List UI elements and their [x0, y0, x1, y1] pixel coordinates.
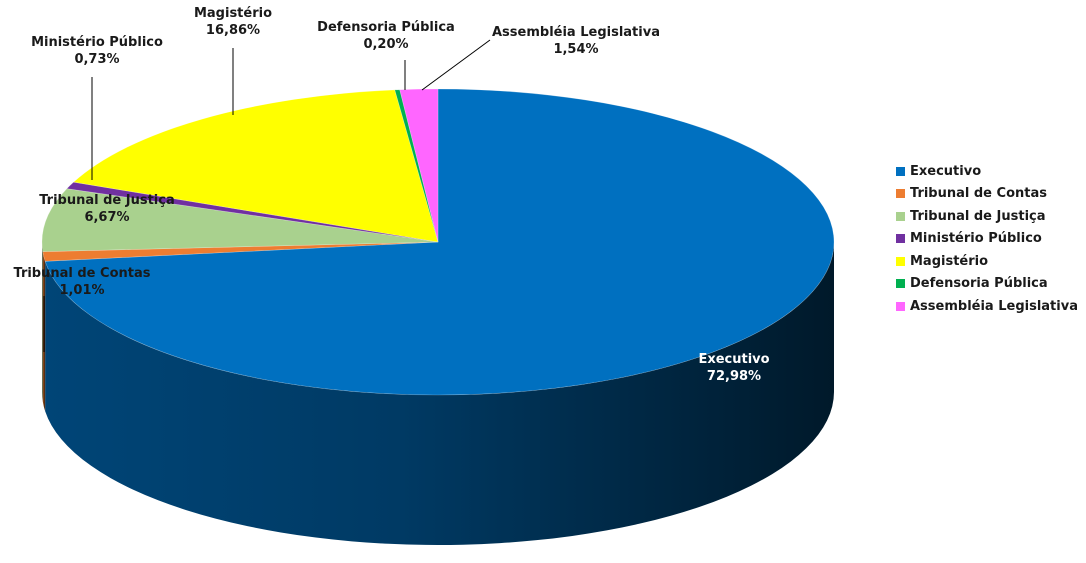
pie-slice-assembleia-legislativa: [399, 88, 439, 243]
pie-side-executivo: [45, 242, 835, 545]
legend-swatch-tribunal-de-contas: [896, 189, 905, 199]
pie-slice-tribunal-de-justica: [41, 188, 439, 252]
pie-tops: [41, 88, 835, 396]
legend-label-executivo: Executivo: [910, 163, 982, 179]
slice-label-tribunal-de-justica: Tribunal de Justiça: [39, 193, 175, 208]
legend-item-defensoria-publica: Defensoria Pública: [896, 273, 1078, 296]
slice-label-executivo: Executivo: [698, 352, 769, 367]
pie-slice-tribunal-de-contas: [42, 241, 439, 262]
pie-slice-defensoria-publica: [394, 89, 439, 243]
pie-slice-ministerio-publico: [66, 181, 439, 243]
slice-label-ministerio-publico: Ministério Público: [31, 35, 163, 50]
legend-label-tribunal-de-contas: Tribunal de Contas: [910, 186, 1047, 202]
slice-value-tribunal-de-contas: 1,01%: [59, 283, 104, 298]
legend-swatch-assembleia-legislativa: [896, 301, 905, 311]
legend-swatch-executivo: [896, 166, 905, 176]
slice-label-tribunal-de-contas: Tribunal de Contas: [14, 266, 151, 281]
slice-value-defensoria-publica: 0,20%: [363, 37, 408, 52]
legend-item-tribunal-de-contas: Tribunal de Contas: [896, 183, 1078, 206]
legend: Executivo Tribunal de Contas Tribunal de J…: [896, 160, 1078, 318]
slice-labels: Executivo 72,98% Tribunal de Contas 1,01% Tr…: [14, 6, 770, 384]
legend-label-magisterio: Magistério: [910, 253, 989, 269]
pie-slice-magisterio: [72, 89, 439, 243]
slice-value-ministerio-publico: 0,73%: [74, 52, 119, 67]
legend-swatch-magisterio: [896, 256, 905, 266]
slice-label-defensoria-publica: Defensoria Pública: [317, 20, 455, 35]
legend-label-defensoria-publica: Defensoria Pública: [910, 276, 1048, 292]
legend-swatch-defensoria-publica: [896, 279, 905, 289]
legend-swatch-ministerio-publico: [896, 234, 905, 244]
legend-label-assembleia-legislativa: Assembléia Legislativa: [910, 298, 1078, 314]
slice-value-tribunal-de-justica: 6,67%: [84, 210, 129, 225]
pie-slice-executivo: [44, 88, 835, 396]
legend-item-magisterio: Magistério: [896, 250, 1078, 273]
pie-side-tribunal-de-justica: [42, 242, 43, 402]
legend-item-assembleia-legislativa: Assembléia Legislativa: [896, 295, 1078, 318]
legend-item-ministerio-publico: Ministério Público: [896, 228, 1078, 251]
legend-item-tribunal-de-justica: Tribunal de Justiça: [896, 205, 1078, 228]
slice-value-magisterio: 16,86%: [206, 23, 260, 38]
slice-label-magisterio: Magistério: [194, 6, 272, 21]
legend-item-executivo: Executivo: [896, 160, 1078, 183]
legend-label-tribunal-de-justica: Tribunal de Justiça: [910, 208, 1046, 224]
leader-line-assembleia-legislativa: [421, 39, 491, 91]
slice-label-assembleia-legislativa: Assembléia Legislativa: [492, 25, 660, 40]
legend-swatch-tribunal-de-justica: [896, 211, 905, 221]
leader-lines: [43, 39, 491, 352]
slice-value-executivo: 72,98%: [707, 369, 761, 384]
legend-label-ministerio-publico: Ministério Público: [910, 231, 1042, 247]
slice-value-assembleia-legislativa: 1,54%: [553, 42, 598, 57]
